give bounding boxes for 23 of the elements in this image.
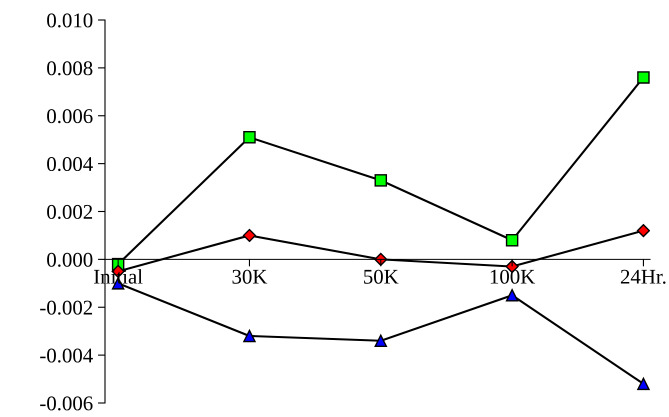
point: [243, 330, 256, 342]
y-tick-label: -0.006: [40, 396, 93, 411]
point: [374, 334, 388, 348]
y-tick-label: 0.006: [47, 109, 93, 124]
point: [242, 228, 256, 242]
x-tick-label: 24Hr.: [620, 270, 666, 284]
point: [637, 71, 650, 84]
y-tick-label: -0.002: [40, 300, 92, 315]
y-tick-label: 0.004: [47, 157, 93, 172]
point: [637, 378, 650, 390]
y-tick-label: -0.004: [40, 348, 93, 363]
y-tick-label: 0.002: [47, 204, 92, 220]
x-tick-label: 30K: [232, 270, 268, 284]
point: [636, 224, 650, 238]
y-tick-label: 0.000: [47, 252, 92, 267]
x-tick-label: 100K: [490, 270, 536, 284]
point: [506, 289, 518, 302]
point: [506, 234, 518, 246]
point: [243, 131, 256, 144]
y-tick-label: 0.008: [47, 61, 92, 76]
y-tick-label: 0.010: [47, 13, 92, 28]
x-tick-label: 50K: [364, 270, 399, 284]
point: [374, 174, 388, 187]
